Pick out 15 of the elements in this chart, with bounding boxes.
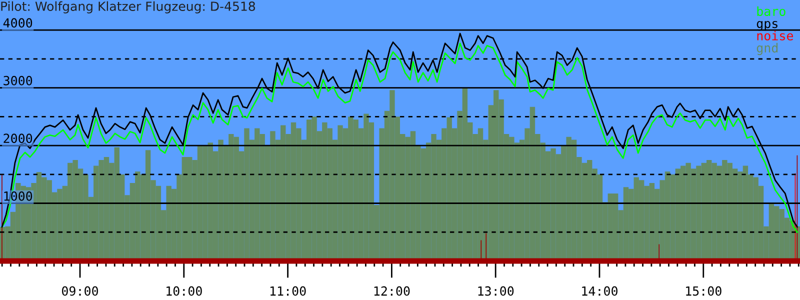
y-tick-label: 2000 (4, 134, 32, 144)
x-tick-label: 12:00 (374, 286, 410, 296)
x-tick-label: 13:00 (478, 286, 514, 296)
x-tick-label: 15:00 (686, 286, 722, 296)
y-tick-label: 1000 (4, 191, 32, 201)
x-tick-label: 10:00 (166, 286, 202, 296)
y-tick-label: 4000 (3, 18, 32, 28)
x-tick-label: 09:00 (62, 286, 98, 296)
text: baro (757, 6, 786, 16)
chart-title: Pilot: Wolfgang Klatzer Flugzeug: D-4518 (1, 1, 256, 14)
x-tick-label: 14:00 (582, 286, 618, 296)
x-tick-label: 11:00 (270, 286, 306, 296)
text: gnd (756, 42, 778, 56)
text: noise (757, 30, 794, 40)
y-tick-label: 3000 (4, 76, 32, 86)
